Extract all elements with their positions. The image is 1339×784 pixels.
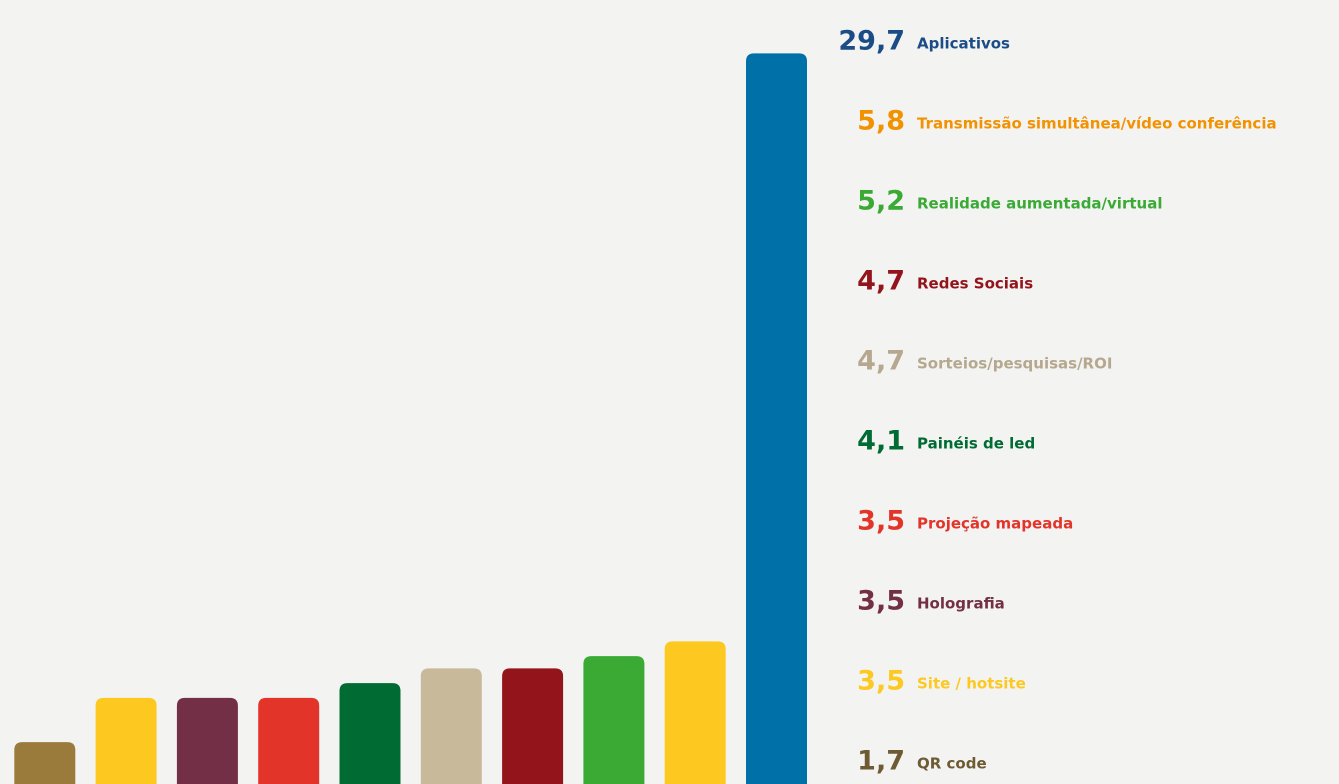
value-label: 29,7 xyxy=(838,26,905,57)
value-label: 3,5 xyxy=(857,586,905,617)
bar xyxy=(420,668,482,784)
legend-label: Holografia xyxy=(917,595,1005,613)
legend-label: Redes Sociais xyxy=(917,275,1033,293)
bar xyxy=(258,697,320,784)
bar xyxy=(95,697,157,784)
legend-label: Projeção mapeada xyxy=(917,515,1073,533)
bar xyxy=(664,641,726,784)
value-label: 5,2 xyxy=(857,186,905,217)
bar xyxy=(746,53,807,784)
legend-label: Painéis de led xyxy=(917,435,1035,453)
bar xyxy=(502,668,564,784)
legend-label: QR code xyxy=(917,755,987,773)
legend-label: Aplicativos xyxy=(917,35,1010,53)
value-label: 4,1 xyxy=(857,426,905,457)
value-label: 1,7 xyxy=(857,746,905,777)
value-label: 3,5 xyxy=(857,506,905,537)
bar xyxy=(176,697,238,784)
bar xyxy=(14,742,76,784)
legend-label: Sorteios/pesquisas/ROI xyxy=(917,355,1112,373)
legend-label: Realidade aumentada/virtual xyxy=(917,195,1162,213)
legend-label: Site / hotsite xyxy=(917,675,1026,693)
value-label: 4,7 xyxy=(857,346,905,377)
bar xyxy=(339,683,401,784)
value-label: 4,7 xyxy=(857,266,905,297)
value-label: 3,5 xyxy=(857,666,905,697)
bar xyxy=(583,656,645,784)
legend-label: Transmissão simultânea/vídeo conferência xyxy=(917,115,1277,133)
value-label: 5,8 xyxy=(857,106,905,137)
